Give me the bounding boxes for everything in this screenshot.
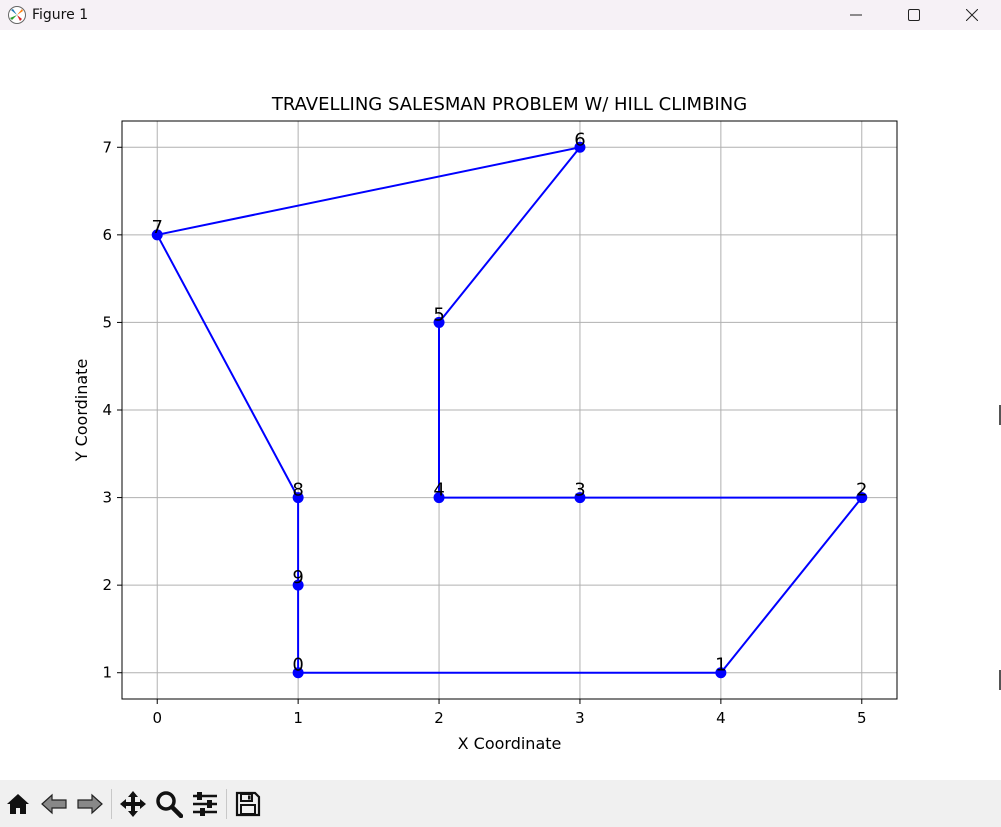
toolbar-separator: [226, 788, 227, 819]
zoom-icon: [156, 790, 183, 818]
pan-button[interactable]: [115, 786, 151, 822]
window-edge-mark: [999, 405, 1001, 425]
back-icon: [41, 793, 67, 814]
minimize-button[interactable]: [827, 0, 885, 30]
y-tick-label: 1: [102, 664, 112, 682]
window-title: Figure 1: [32, 7, 89, 23]
city-point: [574, 492, 586, 504]
y-tick-label: 2: [102, 576, 112, 594]
minimize-icon: [850, 14, 862, 16]
y-axis-label: Y Coordinate: [72, 359, 91, 463]
city-label: 7: [152, 217, 163, 238]
window-edge-mark: [999, 670, 1001, 690]
tsp-route-chart: 0 1 2 3 4 5 6 7 8 9 0 1 2 3 4 5 1 2 3 4 5 6 7 TRAVELLING SALE…: [72, 94, 898, 753]
maximize-icon: [908, 9, 920, 21]
city-label: 5: [433, 304, 444, 325]
city-labels: 0 1 2 3 4 5 6 7 8 9: [152, 129, 868, 675]
city-point: [292, 492, 304, 504]
y-tick-label: 3: [102, 489, 112, 507]
window-titlebar: Figure 1: [0, 0, 1001, 30]
city-point: [433, 316, 445, 328]
window-controls: [827, 0, 1001, 30]
configure-subplots-icon: [193, 791, 217, 816]
x-tick-label: 5: [857, 709, 867, 727]
x-tick-label: 4: [716, 709, 726, 727]
city-label: 4: [433, 480, 444, 501]
chart-title: TRAVELLING SALESMAN PROBLEM W/ HILL CLIM…: [271, 94, 747, 115]
close-button[interactable]: [943, 0, 1001, 30]
x-tick-label: 0: [152, 709, 162, 727]
home-icon: [7, 793, 29, 814]
x-tick-label: 3: [575, 709, 585, 727]
city-label: 3: [574, 480, 585, 501]
save-button[interactable]: [230, 786, 266, 822]
y-tick-label: 7: [102, 138, 112, 156]
city-point: [151, 229, 163, 241]
city-label: 1: [715, 655, 726, 676]
navigation-toolbar: [0, 780, 1001, 827]
city-points: [151, 141, 868, 679]
city-point: [574, 141, 586, 153]
city-point: [856, 492, 868, 504]
save-icon: [235, 791, 261, 816]
toolbar-separator: [111, 788, 112, 819]
city-label: 8: [292, 480, 303, 501]
pan-icon: [120, 790, 146, 817]
forward-icon: [77, 793, 103, 814]
city-point: [292, 667, 304, 679]
matplotlib-logo-icon: [7, 5, 27, 25]
city-point: [715, 667, 727, 679]
back-button[interactable]: [36, 786, 72, 822]
city-point: [292, 579, 304, 591]
maximize-button[interactable]: [885, 0, 943, 30]
city-label: 9: [292, 567, 303, 588]
city-label: 2: [856, 480, 867, 501]
city-point: [433, 492, 445, 504]
forward-button[interactable]: [72, 786, 108, 822]
configure-subplots-button[interactable]: [187, 786, 223, 822]
city-label: 6: [574, 129, 585, 150]
x-tick-label: 1: [293, 709, 303, 727]
axis-ticks: 0 1 2 3 4 5 1 2 3 4 5 6 7: [102, 138, 866, 727]
y-tick-label: 5: [102, 313, 112, 331]
y-tick-label: 4: [102, 401, 112, 419]
zoom-button[interactable]: [151, 786, 187, 822]
x-tick-label: 2: [434, 709, 444, 727]
grid-lines: [122, 121, 897, 699]
y-tick-label: 6: [102, 226, 112, 244]
figure-canvas[interactable]: 0 1 2 3 4 5 6 7 8 9 0 1 2 3 4 5 1 2 3 4 5 6 7 TRAVELLING SALE…: [0, 30, 1001, 780]
x-axis-label: X Coordinate: [458, 734, 562, 753]
close-icon: [966, 9, 978, 21]
city-label: 0: [292, 655, 303, 676]
home-button[interactable]: [0, 786, 36, 822]
